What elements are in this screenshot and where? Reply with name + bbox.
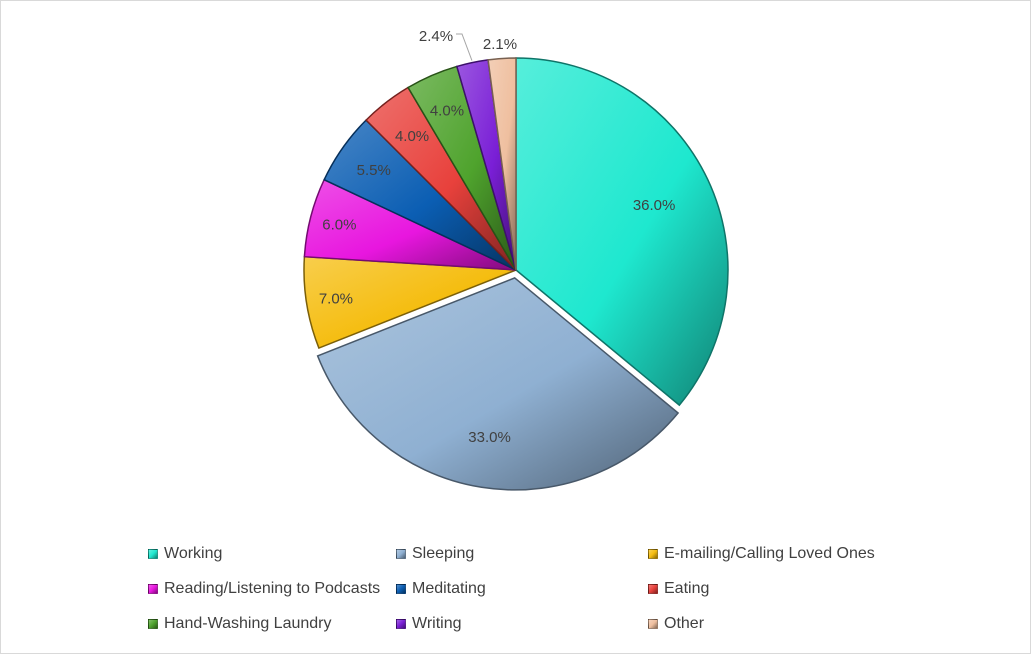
legend-swatch [148,584,158,594]
legend-item-meditating: Meditating [396,580,486,598]
legend-item-reading: Reading/Listening to Podcasts [148,580,380,598]
legend-label: Hand-Washing Laundry [164,615,332,632]
legend-label: Writing [412,615,462,632]
legend-label: Working [164,545,223,562]
slice-sleeping [316,277,680,491]
slice-working [515,57,729,407]
legend-item-sleeping: Sleeping [396,545,474,563]
legend-swatch [148,549,158,559]
legend-label: E-mailing/Calling Loved Ones [664,545,875,562]
data-label-e-mailing-calling-loved-ones: 7.0% [319,291,353,308]
data-label-sleeping: 33.0% [468,429,511,446]
legend-item-other: Other [648,615,704,633]
legend-label: Reading/Listening to Podcasts [164,580,381,597]
data-label-meditating: 5.5% [357,162,391,179]
data-label-reading-listening-to-podcasts: 6.0% [322,217,356,234]
legend-swatch [396,619,406,629]
legend-label: Other [664,615,705,632]
slice-other [487,57,517,271]
data-label-other: 2.1% [483,36,517,53]
data-label-writing: 2.4% [419,28,453,45]
slice-labels: 36.0%33.0%7.0%6.0%5.5%4.0%4.0%2.4% 2.1% [319,28,676,446]
legend-row: Reading/Listening to Podcasts Meditating… [148,580,908,615]
legend-item-hand-washing-laundry: Hand-Washing Laundry [148,615,332,633]
chart-legend: Working Sleeping E-mailing/Calling Loved… [148,545,908,650]
leader-line [456,33,473,61]
legend-swatch [148,619,158,629]
legend-item-emailing: E-mailing/Calling Loved Ones [648,545,875,563]
legend-item-working: Working [148,545,222,563]
legend-label: Meditating [412,580,486,597]
pie-slices [303,57,729,491]
data-label-working: 36.0% [633,197,676,214]
legend-swatch [648,584,658,594]
legend-row: Working Sleeping E-mailing/Calling Loved… [148,545,908,580]
legend-row: Hand-Washing Laundry Writing Other [148,615,908,650]
legend-swatch [396,549,406,559]
legend-item-eating: Eating [648,580,709,598]
legend-label: Eating [664,580,710,597]
legend-swatch [396,584,406,594]
legend-item-writing: Writing [396,615,462,633]
legend-swatch [648,619,658,629]
data-label-hand-washing-laundry: 4.0% [430,102,464,119]
legend-swatch [648,549,658,559]
legend-label: Sleeping [412,545,475,562]
data-label-eating: 4.0% [395,128,429,145]
